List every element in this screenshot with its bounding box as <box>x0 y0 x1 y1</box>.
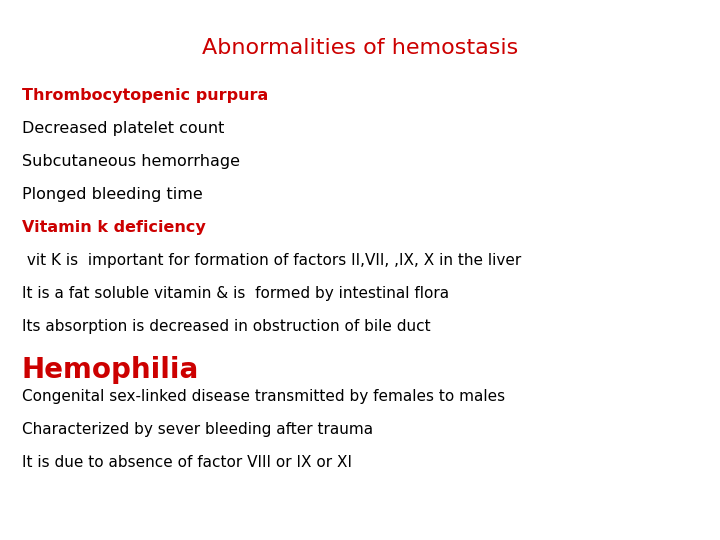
Text: Thrombocytopenic purpura: Thrombocytopenic purpura <box>22 88 269 103</box>
Text: Characterized by sever bleeding after trauma: Characterized by sever bleeding after tr… <box>22 422 373 437</box>
Text: Hemophilia: Hemophilia <box>22 356 199 384</box>
Text: Subcutaneous hemorrhage: Subcutaneous hemorrhage <box>22 154 240 169</box>
Text: It is due to absence of factor VIII or IX or XI: It is due to absence of factor VIII or I… <box>22 455 352 470</box>
Text: vit K is  important for formation of factors II,VII, ,IX, X in the liver: vit K is important for formation of fact… <box>22 253 521 268</box>
Text: Plonged bleeding time: Plonged bleeding time <box>22 187 203 202</box>
Text: Its absorption is decreased in obstruction of bile duct: Its absorption is decreased in obstructi… <box>22 319 431 334</box>
Text: Abnormalities of hemostasis: Abnormalities of hemostasis <box>202 38 518 58</box>
Text: It is a fat soluble vitamin & is  formed by intestinal flora: It is a fat soluble vitamin & is formed … <box>22 286 449 301</box>
Text: Decreased platelet count: Decreased platelet count <box>22 121 225 136</box>
Text: Congenital sex-linked disease transmitted by females to males: Congenital sex-linked disease transmitte… <box>22 389 505 404</box>
Text: Vitamin k deficiency: Vitamin k deficiency <box>22 220 206 235</box>
